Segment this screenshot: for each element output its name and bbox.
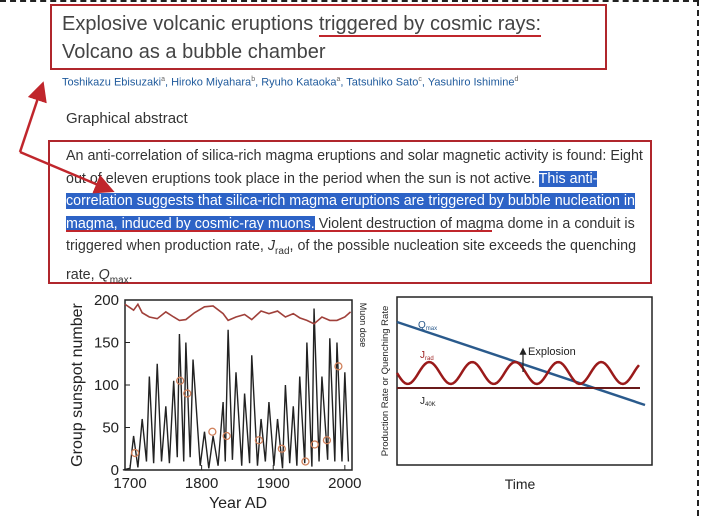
eruption-marker — [334, 362, 343, 371]
eruption-marker — [277, 444, 286, 453]
eruption-marker — [222, 431, 231, 441]
title: Explosive volcanic eruptions triggered b… — [50, 4, 607, 70]
y-tick-label: 100 — [94, 377, 119, 394]
author-name[interactable]: Yasuhiro Ishimine — [427, 76, 515, 89]
author-name[interactable]: Tatsuhiko Sato — [346, 76, 419, 89]
label-sub: max — [426, 326, 437, 332]
eruption-marker — [310, 440, 319, 449]
abstract-text: , of the possible nucleation site exceed… — [66, 238, 637, 283]
label-main: J — [420, 350, 425, 361]
label-sub: rad — [425, 356, 434, 362]
author-name[interactable]: Toshikazu Ebisuzaki — [62, 76, 162, 89]
eruption-marker — [208, 427, 217, 436]
author-name[interactable]: Hiroko Miyahara — [171, 76, 252, 89]
label-sub: 40K — [425, 402, 436, 408]
x-axis-label: Year AD — [209, 495, 267, 512]
x-tick-label: 1800 — [185, 475, 218, 492]
y-tick-label: 150 — [94, 335, 119, 352]
title-text: Volcano as a bubble chamber — [62, 41, 326, 63]
highlight-box — [48, 140, 652, 284]
title-highlight: triggered by cosmic rays: — [318, 13, 542, 37]
arrow — [18, 81, 47, 153]
section-heading: Graphical abstract — [66, 110, 188, 127]
label-main: Q — [418, 320, 426, 331]
affiliation: d — [514, 76, 519, 83]
x-tick-label: 1700 — [113, 475, 146, 492]
eruption-marker — [301, 457, 310, 466]
eruption-marker — [175, 376, 185, 385]
y-axis-label: Group sunspot number — [69, 303, 86, 467]
x-tick-label: 2000 — [328, 475, 361, 492]
eruption-marker — [183, 389, 192, 398]
abstract: An anti-correlation of silica-rich magma… — [66, 145, 650, 292]
muon-line — [124, 302, 352, 325]
quench-line — [396, 320, 646, 407]
plot-frame — [396, 296, 653, 466]
eruption-marker — [254, 436, 264, 445]
symbol: J — [267, 238, 276, 255]
affiliation: c — [418, 76, 422, 83]
subscript: max — [109, 274, 129, 286]
subscript: rad — [275, 246, 290, 258]
eruption-marker — [322, 436, 332, 445]
production-wave — [395, 360, 640, 386]
curve-label: Jrad — [420, 350, 434, 362]
title-text: Explosive volcanic eruptions — [62, 13, 314, 35]
authors: Toshikazu Ebisuzakia, Hiroko Miyaharab, … — [62, 76, 519, 89]
annotation: Explosion — [528, 346, 576, 358]
label-main: J — [420, 396, 425, 407]
y-tick-label: 200 — [94, 292, 119, 309]
curve-label: J40K — [420, 396, 436, 408]
affiliation: a — [161, 76, 165, 83]
x-axis-label: Time — [505, 476, 536, 492]
curve-label: Qmax — [418, 320, 437, 332]
symbol: Q — [98, 266, 110, 283]
author-name[interactable]: Ryuho Kataoka — [261, 76, 337, 89]
abstract-text: Violent destruction of magma dome in a c… — [66, 215, 635, 255]
y2-axis-label: Muon dose — [358, 303, 368, 348]
eruption-marker — [130, 448, 140, 458]
arrow — [19, 150, 115, 194]
y-axis-label: Production Rate or Quenching Rate — [380, 306, 391, 457]
abstract-text: . — [128, 266, 133, 283]
affiliation: a — [336, 76, 341, 83]
sunspot-line — [122, 308, 350, 471]
y-tick-label: 0 — [111, 462, 119, 479]
x-tick-label: 1900 — [257, 475, 290, 492]
affiliation: b — [251, 76, 256, 83]
y-tick-label: 50 — [102, 420, 119, 437]
abstract-text: An anti-correlation of silica-rich magma… — [66, 148, 643, 187]
